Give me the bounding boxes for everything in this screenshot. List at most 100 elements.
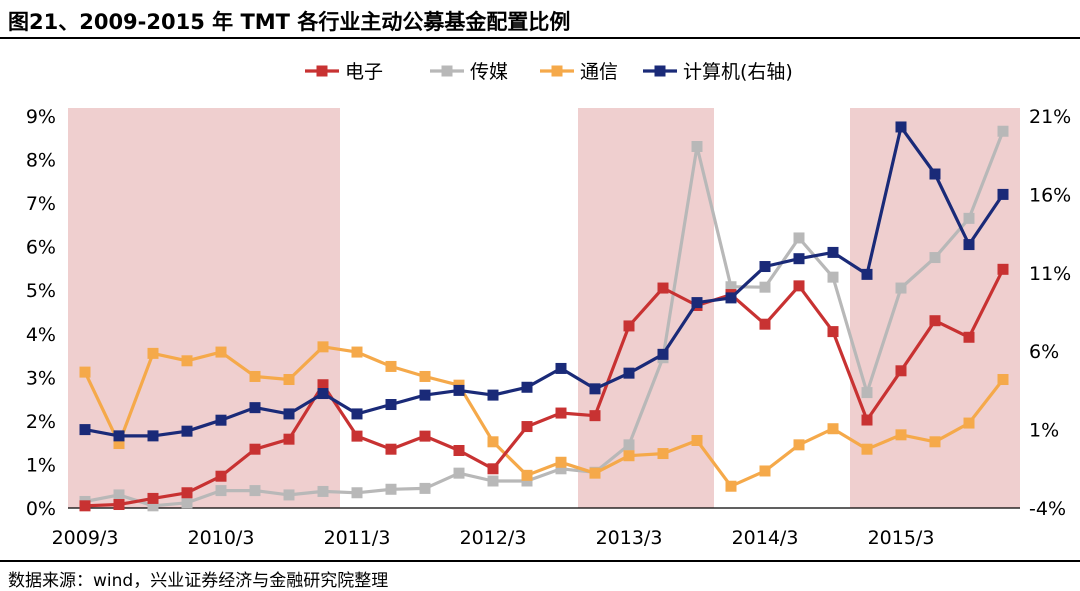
series-1-point: [555, 407, 567, 419]
series-1-point: [147, 492, 159, 504]
series-2-point: [487, 475, 499, 487]
series-2-point: [793, 232, 805, 244]
series-2-point: [181, 497, 193, 509]
series-2-point: [147, 500, 159, 512]
series-3-point: [487, 436, 499, 448]
series-line-3: [83, 345, 1005, 488]
series-1-point: [487, 463, 499, 475]
legend-marker: [654, 65, 666, 77]
y-left-tick-label: 8%: [26, 150, 56, 172]
series-2-point: [623, 439, 635, 451]
series-4-point: [691, 297, 703, 309]
series-line-1: [84, 268, 1005, 508]
series-1-point: [113, 499, 125, 511]
legend: 电子 传媒 通信 计算机(右轴): [305, 61, 793, 83]
series-3-point: [113, 438, 125, 450]
series-1-point: [589, 410, 601, 422]
series-2-point: [385, 483, 397, 495]
series-3-point: [317, 341, 329, 353]
series-3-point: [759, 465, 771, 477]
series-1-point: [793, 280, 805, 292]
series-1-point: [657, 282, 669, 294]
series-2-point: [861, 387, 873, 399]
series-2-point: [997, 125, 1009, 137]
legend-label: 电子: [345, 61, 383, 83]
x-tick-label: 2012/3: [460, 527, 527, 549]
series-2-point: [317, 485, 329, 497]
series-2-point: [895, 282, 907, 294]
y-left-tick-label: 5%: [26, 280, 56, 302]
series-1-point: [419, 430, 431, 442]
series-1-point: [521, 421, 533, 433]
y-right-tick-label: 16%: [1029, 184, 1071, 206]
series-1-point: [249, 443, 261, 455]
series-4-point: [147, 430, 159, 442]
series-4-point: [351, 408, 363, 420]
y-left-tick-label: 2%: [26, 411, 56, 433]
series-4-point: [487, 389, 499, 401]
legend-label: 传媒: [470, 61, 508, 83]
series-4-point: [963, 239, 975, 251]
series-line-4: [84, 125, 1005, 438]
series-1-point: [963, 331, 975, 343]
series-2-point: [963, 212, 975, 224]
series-1-point: [79, 500, 91, 512]
top-rule: [0, 37, 1080, 39]
x-tick-label: 2013/3: [596, 527, 663, 549]
y-left-tick-label: 6%: [26, 237, 56, 259]
series-3-point: [521, 469, 533, 481]
series-4-point: [283, 408, 295, 420]
series-1-point: [181, 487, 193, 499]
series-3-point: [657, 448, 669, 460]
x-tick-label: 2009/3: [52, 527, 119, 549]
series-2-point: [555, 463, 567, 475]
source-note: 数据来源：wind，兴业证券经济与金融研究院整理: [8, 571, 389, 591]
series-2-point: [929, 252, 941, 264]
series-3-point: [589, 467, 601, 479]
series-4-point: [793, 253, 805, 265]
series-3-point: [351, 346, 363, 358]
series-4-point: [555, 362, 567, 374]
y-right-tick-label: 1%: [1029, 420, 1059, 442]
series-1-point: [385, 443, 397, 455]
series-1-point: [895, 365, 907, 377]
y-right-tick-label: -4%: [1029, 498, 1066, 520]
shaded-period-3: [850, 108, 1020, 508]
legend-label: 计算机(右轴): [683, 61, 793, 83]
series-4-point: [657, 348, 669, 360]
y-left-tick-label: 3%: [26, 367, 56, 389]
series-3-point: [691, 434, 703, 446]
series-4-point: [759, 261, 771, 273]
series-2-point: [691, 140, 703, 152]
series-1-point: [861, 414, 873, 426]
legend-marker: [316, 65, 328, 77]
series-4-point: [79, 424, 91, 436]
legend-marker: [551, 65, 563, 77]
series-2-point: [283, 489, 295, 501]
series-4-point: [181, 425, 193, 437]
series-4-point: [419, 389, 431, 401]
series-1-point: [623, 320, 635, 332]
series-4-point: [589, 383, 601, 395]
x-tick-label: 2010/3: [188, 527, 255, 549]
series-4-point: [521, 381, 533, 393]
series-1-point: [759, 318, 771, 330]
bottom-rule: [0, 560, 1080, 562]
series-1-point: [453, 445, 465, 457]
series-3-point: [827, 423, 839, 435]
series-1-point: [997, 263, 1009, 275]
series-3-point: [283, 374, 295, 386]
y-right-tick-label: 11%: [1029, 263, 1071, 285]
y-right-tick-label: 6%: [1029, 341, 1059, 363]
legend-marker: [441, 65, 453, 77]
series-2-point: [521, 475, 533, 487]
series-4-point: [385, 399, 397, 411]
series-3-point: [895, 429, 907, 441]
series-1-point: [929, 315, 941, 327]
series-3-point: [215, 346, 227, 358]
series-4-point: [725, 292, 737, 304]
y-right-tick-label: 21%: [1029, 106, 1071, 128]
axes: 0% 1% 2% 3% 4% 5% 6% 7% 8% 9% -4% 1% 6% 11% 16% 21% 2009…: [26, 106, 1071, 549]
series-2-point: [759, 281, 771, 293]
